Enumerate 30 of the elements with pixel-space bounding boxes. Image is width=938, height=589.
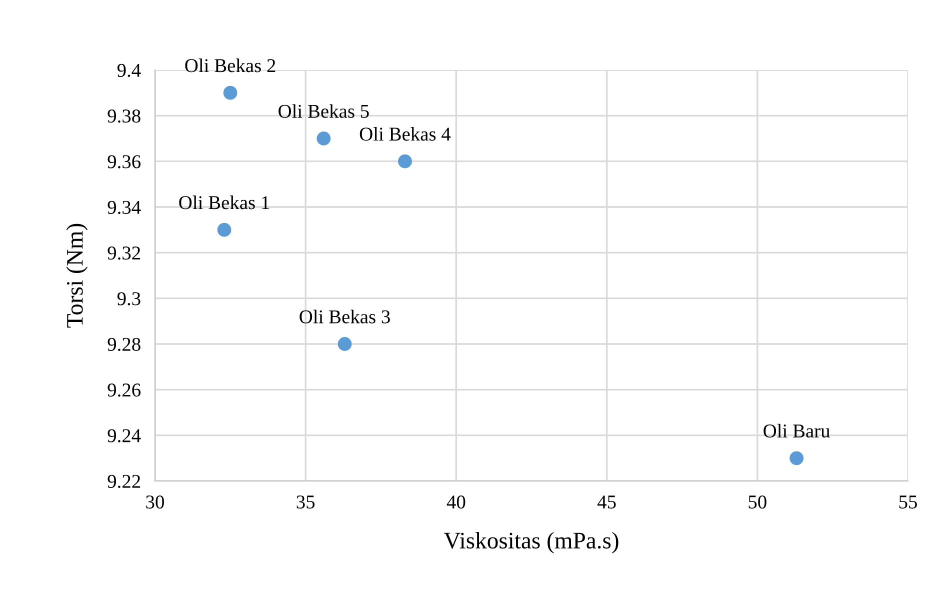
y-tick-label: 9.26	[108, 384, 141, 397]
x-tick-label: 45	[597, 496, 616, 509]
annotation: Oli Bekas 1	[179, 196, 270, 210]
x-tick-label: 35	[296, 496, 315, 509]
annotation: Oli Bekas 4	[360, 127, 451, 141]
y-tick-label: 9.4	[117, 64, 141, 78]
y-tick-label: 9.38	[108, 109, 140, 123]
annotation: Oli Baru	[764, 424, 830, 438]
annotation: Oli Bekas 5	[278, 104, 369, 118]
y-tick-label: 9.36	[108, 155, 141, 168]
y-tick-label: 9.22	[108, 474, 140, 488]
x-tick-label: 50	[748, 495, 766, 509]
x-tick-label: 55	[899, 496, 917, 509]
y-tick-label: 9.3	[117, 292, 140, 306]
x-tick-label: 40	[446, 495, 466, 509]
y-tick-label: 9.28	[108, 338, 140, 352]
point	[217, 222, 232, 237]
point	[398, 154, 412, 168]
y-tick-label: 9.24	[108, 429, 141, 442]
point	[790, 451, 804, 466]
x-tick-label: 30	[146, 495, 164, 509]
y-axis-title: Torsi (Nm)	[66, 224, 88, 328]
point	[338, 337, 352, 351]
annotation: Oli Bekas 2	[185, 58, 276, 72]
y-tick-label: 9.34	[108, 200, 141, 214]
annotation: Oli Bekas 3	[300, 310, 390, 324]
x-axis-title: Viskositas (mPa.s)	[444, 532, 618, 554]
y-tick-label: 9.32	[108, 246, 140, 260]
point	[316, 132, 331, 146]
point	[223, 86, 238, 100]
